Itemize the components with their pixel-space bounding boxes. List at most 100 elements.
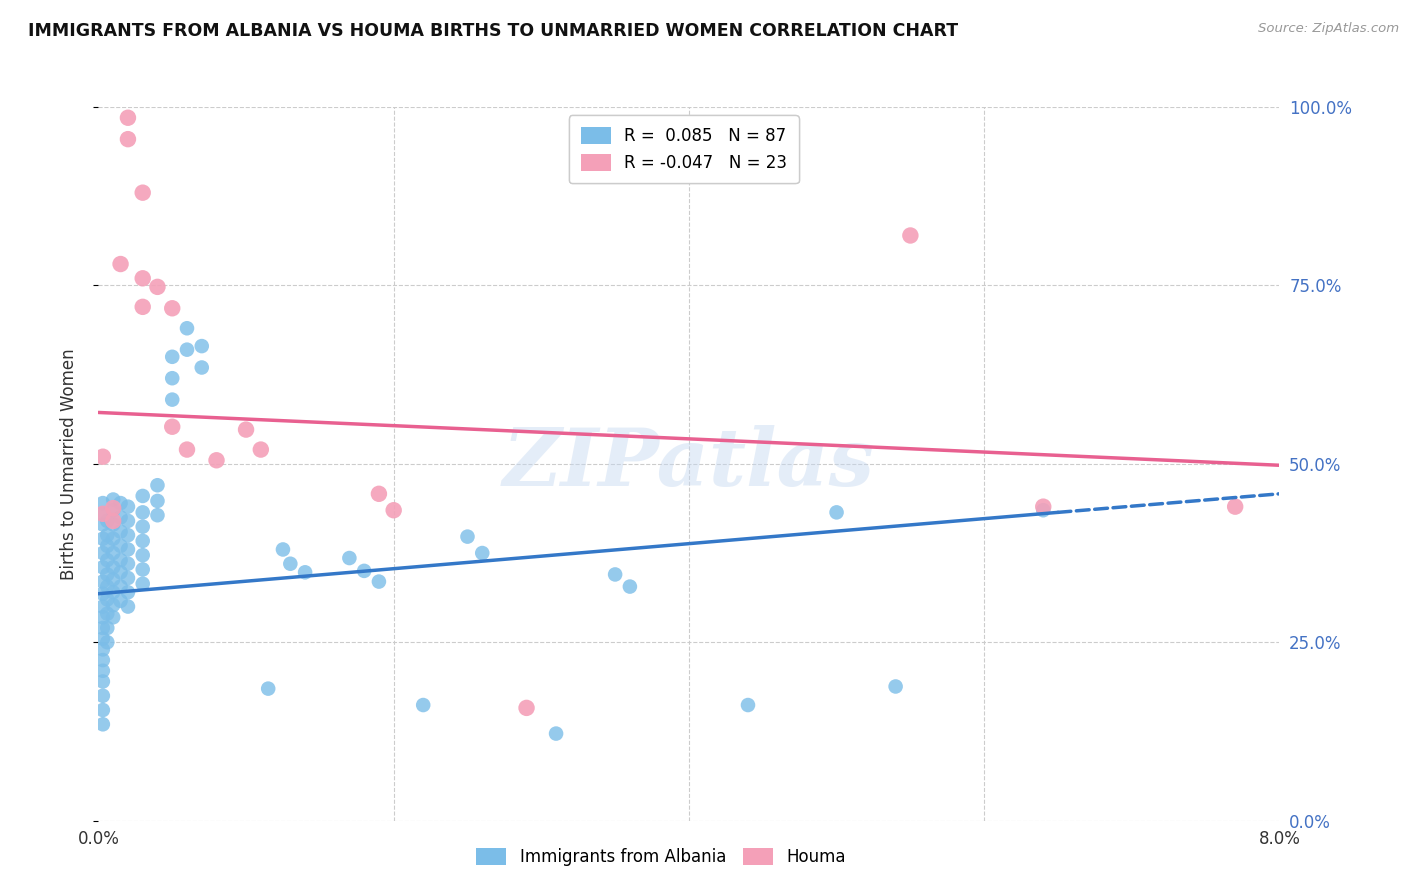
- Point: [110, 257, 132, 271]
- Point: [146, 508, 169, 523]
- Point: [162, 419, 183, 434]
- Point: [117, 111, 139, 125]
- Point: [235, 423, 257, 437]
- Point: [117, 599, 139, 614]
- Point: [191, 339, 214, 353]
- Point: [91, 610, 114, 624]
- Point: [176, 442, 198, 457]
- Legend: R =  0.085   N = 87, R = -0.047   N = 23: R = 0.085 N = 87, R = -0.047 N = 23: [569, 115, 799, 184]
- Legend: Immigrants from Albania, Houma: Immigrants from Albania, Houma: [468, 840, 853, 875]
- Point: [146, 494, 169, 508]
- Point: [96, 592, 118, 607]
- Point: [96, 607, 118, 621]
- Text: ZIPatlas: ZIPatlas: [503, 425, 875, 502]
- Point: [91, 517, 114, 532]
- Point: [515, 701, 537, 715]
- Point: [900, 228, 922, 243]
- Point: [146, 478, 169, 492]
- Point: [103, 585, 125, 599]
- Point: [91, 450, 114, 464]
- Point: [162, 392, 183, 407]
- Point: [132, 271, 155, 285]
- Point: [117, 571, 139, 585]
- Point: [91, 574, 114, 589]
- Point: [271, 542, 294, 557]
- Point: [337, 551, 360, 566]
- Point: [117, 132, 139, 146]
- Point: [132, 505, 155, 519]
- Point: [91, 632, 114, 646]
- Point: [117, 528, 139, 542]
- Point: [250, 442, 273, 457]
- Point: [471, 546, 494, 560]
- Point: [132, 300, 155, 314]
- Point: [91, 496, 114, 510]
- Point: [162, 350, 183, 364]
- Point: [91, 507, 114, 521]
- Point: [162, 301, 183, 316]
- Point: [103, 501, 125, 516]
- Point: [1032, 503, 1054, 517]
- Point: [117, 585, 139, 599]
- Point: [91, 587, 114, 601]
- Point: [91, 703, 114, 717]
- Point: [103, 546, 125, 560]
- Point: [91, 532, 114, 546]
- Y-axis label: Births to Unmarried Women: Births to Unmarried Women: [59, 348, 77, 580]
- Point: [456, 530, 478, 544]
- Point: [176, 343, 198, 357]
- Point: [103, 560, 125, 574]
- Point: [132, 562, 155, 576]
- Point: [91, 674, 114, 689]
- Point: [117, 514, 139, 528]
- Point: [103, 598, 125, 612]
- Point: [146, 280, 169, 294]
- Point: [412, 698, 434, 712]
- Text: Source: ZipAtlas.com: Source: ZipAtlas.com: [1258, 22, 1399, 36]
- Point: [117, 500, 139, 514]
- Point: [96, 528, 118, 542]
- Point: [367, 574, 389, 589]
- Point: [110, 510, 132, 524]
- Point: [294, 566, 316, 580]
- Point: [132, 576, 155, 591]
- Point: [110, 594, 132, 608]
- Point: [91, 546, 114, 560]
- Point: [103, 517, 125, 532]
- Point: [132, 548, 155, 562]
- Point: [132, 489, 155, 503]
- Point: [605, 567, 627, 582]
- Point: [162, 371, 183, 385]
- Point: [382, 503, 405, 517]
- Point: [96, 539, 118, 553]
- Point: [132, 186, 155, 200]
- Point: [278, 557, 302, 571]
- Point: [176, 321, 198, 335]
- Point: [110, 524, 132, 539]
- Text: IMMIGRANTS FROM ALBANIA VS HOUMA BIRTHS TO UNMARRIED WOMEN CORRELATION CHART: IMMIGRANTS FROM ALBANIA VS HOUMA BIRTHS …: [28, 22, 959, 40]
- Point: [96, 514, 118, 528]
- Point: [91, 653, 114, 667]
- Point: [1223, 500, 1246, 514]
- Point: [96, 567, 118, 582]
- Point: [619, 580, 641, 594]
- Point: [103, 610, 125, 624]
- Point: [117, 557, 139, 571]
- Point: [91, 689, 114, 703]
- Point: [132, 533, 155, 548]
- Point: [110, 539, 132, 553]
- Point: [103, 573, 125, 587]
- Point: [110, 496, 132, 510]
- Point: [103, 503, 125, 517]
- Point: [91, 507, 114, 521]
- Point: [737, 698, 759, 712]
- Point: [353, 564, 375, 578]
- Point: [110, 580, 132, 594]
- Point: [103, 514, 125, 528]
- Point: [96, 635, 118, 649]
- Point: [96, 580, 118, 594]
- Point: [96, 621, 118, 635]
- Point: [91, 717, 114, 731]
- Point: [91, 621, 114, 635]
- Point: [110, 553, 132, 567]
